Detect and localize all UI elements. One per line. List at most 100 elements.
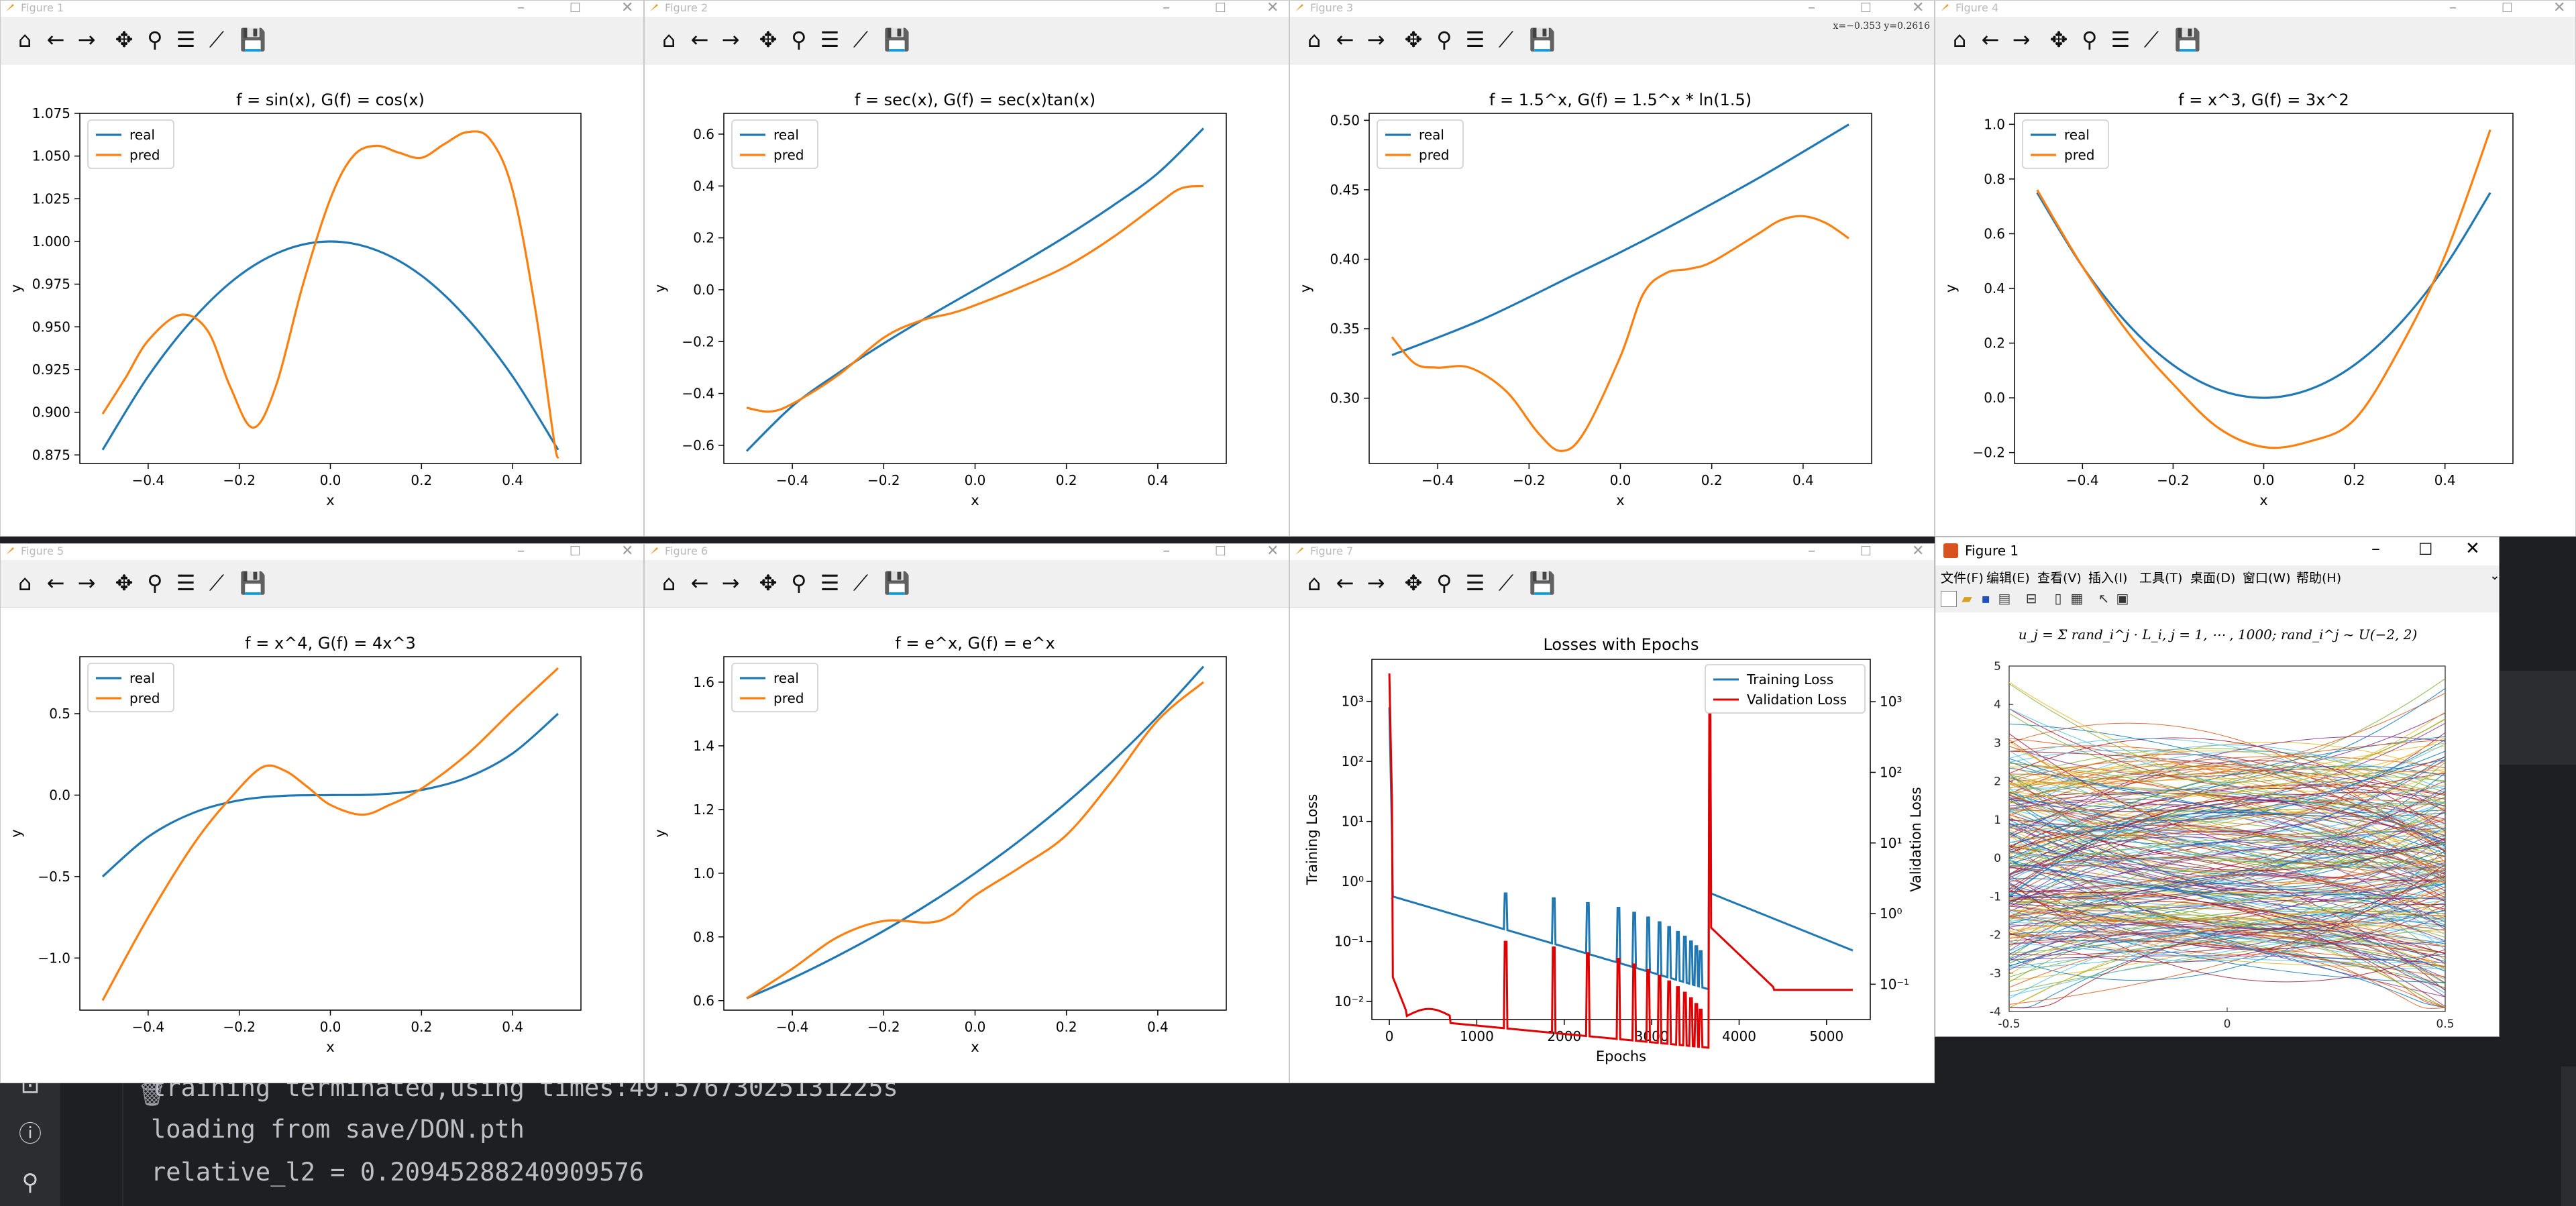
configure-subplots-icon[interactable]: ☰ [1465, 27, 1485, 52]
back-arrow-icon[interactable]: ← [690, 570, 709, 596]
forward-arrow-icon[interactable]: → [1366, 27, 1385, 52]
home-icon[interactable]: ⌂ [1952, 27, 1967, 52]
back-arrow-icon[interactable]: ← [1336, 570, 1354, 596]
new-figure-icon[interactable] [1941, 591, 1957, 607]
minimize-button[interactable]: – [1163, 543, 1170, 559]
maximize-button[interactable]: ☐ [1215, 1, 1227, 15]
forward-arrow-icon[interactable]: → [721, 27, 740, 52]
zoom-icon[interactable]: ⚲ [147, 570, 163, 596]
maximize-button[interactable]: ☐ [1215, 544, 1227, 559]
close-button[interactable]: ✕ [1267, 543, 1279, 559]
close-button[interactable]: ✕ [1912, 0, 1925, 16]
pan-icon[interactable]: ✥ [2049, 27, 2068, 52]
edit-axes-icon[interactable]: ⟋ [853, 570, 869, 596]
matlab-menu-item[interactable]: 桌面(D) [2190, 571, 2236, 586]
pan-icon[interactable]: ✥ [1404, 27, 1423, 52]
pan-icon[interactable]: ✥ [115, 27, 133, 52]
select-arrow-icon[interactable]: ↖ [2098, 590, 2110, 606]
edit-axes-icon[interactable]: ⟋ [209, 27, 225, 52]
minimize-button[interactable]: – [1163, 0, 1170, 16]
save-icon[interactable]: 💾 [883, 27, 910, 52]
maximize-button[interactable]: ☐ [570, 1, 582, 15]
print-icon[interactable]: ▤ [1998, 590, 2011, 606]
minimize-button[interactable]: – [2449, 0, 2457, 16]
forward-arrow-icon[interactable]: → [721, 570, 740, 596]
save-icon[interactable]: 💾 [1529, 570, 1556, 596]
edit-axes-icon[interactable]: ⟋ [1498, 27, 1514, 52]
pan-icon[interactable]: ✥ [759, 570, 777, 596]
save-icon[interactable]: 💾 [2174, 27, 2201, 52]
home-icon[interactable]: ⌂ [661, 570, 676, 596]
forward-arrow-icon[interactable]: → [77, 570, 96, 596]
forward-arrow-icon[interactable]: → [2012, 27, 2031, 52]
matlab-menu-item[interactable]: 窗口(W) [2243, 571, 2291, 586]
home-icon[interactable]: ⌂ [661, 27, 676, 52]
configure-subplots-icon[interactable]: ☰ [176, 570, 196, 596]
trash-icon[interactable]: 🗑 [138, 1081, 167, 1108]
edit-axes-icon[interactable]: ⟋ [853, 27, 869, 52]
close-button[interactable]: ✕ [2553, 0, 2566, 16]
pan-icon[interactable]: ✥ [115, 570, 133, 596]
maximize-button[interactable]: ☐ [1860, 1, 1872, 15]
back-arrow-icon[interactable]: ← [1336, 27, 1354, 52]
close-button[interactable]: ✕ [621, 543, 634, 559]
property-editor-icon[interactable]: ▣ [2116, 590, 2129, 606]
console-scrollbar[interactable] [2561, 1066, 2576, 1206]
maximize-button[interactable]: ☐ [1860, 544, 1872, 559]
edit-axes-icon[interactable]: ⟋ [2143, 27, 2159, 52]
edit-axes-icon[interactable]: ⟋ [209, 570, 225, 596]
link-icon[interactable]: ▯ [2054, 590, 2062, 606]
menu-overflow-icon[interactable]: ⌄ [2489, 568, 2500, 583]
forward-arrow-icon[interactable]: → [77, 27, 96, 52]
home-icon[interactable]: ⌂ [17, 570, 32, 596]
minimize-button[interactable]: – [517, 0, 525, 16]
matlab-menu-item[interactable]: 帮助(H) [2296, 571, 2342, 586]
configure-subplots-icon[interactable]: ☰ [1465, 570, 1485, 596]
zoom-icon[interactable]: ⚲ [791, 570, 807, 596]
zoom-icon[interactable]: ⚲ [147, 27, 163, 52]
save-icon[interactable]: 💾 [239, 570, 266, 596]
back-arrow-icon[interactable]: ← [690, 27, 709, 52]
zoom-icon[interactable]: ⚲ [1436, 27, 1452, 52]
matlab-menu-item[interactable]: 工具(T) [2139, 571, 2183, 586]
matlab-menu-item[interactable]: 文件(F) [1941, 571, 1984, 586]
home-icon[interactable]: ⌂ [1307, 570, 1322, 596]
forward-arrow-icon[interactable]: → [1366, 570, 1385, 596]
home-icon[interactable]: ⌂ [17, 27, 32, 52]
minimize-button[interactable]: – [2371, 539, 2380, 559]
matlab-menu-item[interactable]: 插入(I) [2088, 571, 2128, 586]
save-icon[interactable]: ▪ [1981, 590, 1990, 606]
back-arrow-icon[interactable]: ← [46, 570, 65, 596]
home-icon[interactable]: ⌂ [1307, 27, 1322, 52]
maximize-button[interactable]: ☐ [2502, 1, 2514, 15]
configure-subplots-icon[interactable]: ☰ [820, 27, 840, 52]
pan-icon[interactable]: ✥ [759, 27, 777, 52]
save-icon[interactable]: 💾 [239, 27, 266, 52]
back-arrow-icon[interactable]: ← [46, 27, 65, 52]
git-icon[interactable]: ⚲ [21, 1169, 39, 1196]
close-button[interactable]: ✕ [1267, 0, 1279, 16]
back-arrow-icon[interactable]: ← [1981, 27, 2000, 52]
problems-icon[interactable]: ⓘ [19, 1121, 42, 1148]
minimize-button[interactable]: – [517, 543, 525, 559]
close-button[interactable]: ✕ [1912, 543, 1925, 559]
save-icon[interactable]: 💾 [883, 570, 910, 596]
configure-subplots-icon[interactable]: ☰ [820, 570, 840, 596]
zoom-icon[interactable]: ⚲ [1436, 570, 1452, 596]
zoom-icon[interactable]: ⚲ [2082, 27, 2098, 52]
minimize-button[interactable]: – [1808, 0, 1815, 16]
matlab-menu-item[interactable]: 编辑(E) [1986, 571, 2030, 586]
matlab-menu-item[interactable]: 查看(V) [2037, 571, 2082, 586]
edit-axes-icon[interactable]: ⟋ [1498, 570, 1514, 596]
maximize-button[interactable]: ☐ [570, 544, 582, 559]
close-button[interactable]: ✕ [621, 0, 634, 16]
maximize-button[interactable]: ☐ [2418, 540, 2433, 559]
open-file-icon[interactable]: ▰ [1962, 590, 1972, 606]
configure-subplots-icon[interactable]: ☰ [176, 27, 196, 52]
close-button[interactable]: ✕ [2465, 539, 2480, 559]
insert-colorbar-icon[interactable]: ▦ [2070, 590, 2084, 606]
zoom-icon[interactable]: ⚲ [791, 27, 807, 52]
minimize-button[interactable]: – [1808, 543, 1815, 559]
pan-icon[interactable]: ✥ [1404, 570, 1423, 596]
configure-subplots-icon[interactable]: ☰ [2110, 27, 2131, 52]
